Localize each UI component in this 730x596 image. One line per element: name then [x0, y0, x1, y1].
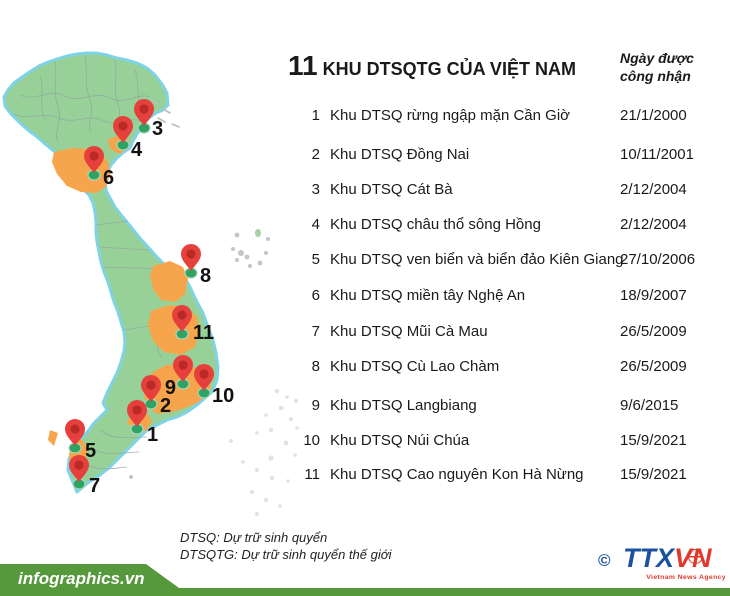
reserve-date: 10/11/2001: [620, 146, 694, 163]
map-pin-11: 11: [171, 304, 214, 344]
footnote-line-1: DTSQ: Dự trữ sinh quyển: [180, 530, 328, 545]
pin-label-8: 8: [200, 265, 211, 287]
reserve-name: Khu DTSQ Đồng Nai: [330, 146, 470, 163]
reserve-name: Khu DTSQ rừng ngập mặn Cần Giờ: [330, 107, 570, 124]
reserve-number: 11: [304, 466, 320, 483]
reserve-name: Khu DTSQ Mũi Cà Mau: [330, 323, 488, 340]
page-title: 11 KHU DTSQTG CỦA VIỆT NAM: [288, 50, 576, 82]
globe-icon: [688, 549, 703, 564]
map-pin-10: 10: [193, 363, 234, 407]
reserve-number: 3: [311, 181, 320, 198]
map-pin-1: 1: [126, 399, 158, 446]
map-pin-9: 9: [165, 354, 194, 399]
reserve-date: 9/6/2015: [620, 397, 679, 414]
reserve-row: 11 Khu DTSQ Cao nguyên Kon Hà Nừng 15/9/…: [0, 466, 730, 484]
reserve-date: 21/1/2000: [620, 107, 687, 124]
province-borders: [13, 55, 171, 470]
footnote: DTSQ: Dự trữ sinh quyển DTSQTG: Dự trữ s…: [180, 529, 391, 563]
reserve-date: 2/12/2004: [620, 216, 687, 233]
pin-label-10: 10: [212, 385, 234, 407]
reserve-row: 2 Khu DTSQ Đồng Nai 10/11/2001: [0, 146, 730, 164]
reserve-row: 9 Khu DTSQ Langbiang 9/6/2015: [0, 397, 730, 415]
reserve-name: Khu DTSQ ven biển và biển đảo Kiên Giang: [330, 251, 624, 268]
agency-abbr: TTXVN: [623, 543, 712, 574]
reserve-name: Khu DTSQ Cao nguyên Kon Hà Nừng: [330, 466, 584, 483]
ttxvn-logo: © TTXVN Vietnam News Agency: [596, 543, 730, 588]
pin-label-6: 6: [103, 167, 114, 189]
agency-abbr-ttx: TTX: [623, 543, 674, 573]
pin-label-2: 2: [160, 395, 171, 417]
region-quang-nam: [150, 261, 188, 302]
reserve-date: 18/9/2007: [620, 287, 687, 304]
reserve-number: 8: [311, 358, 320, 375]
map-pin-7: 7: [68, 454, 100, 497]
reserve-number: 9: [311, 397, 320, 414]
reserve-number: 7: [311, 323, 320, 340]
reserve-number: 2: [311, 146, 320, 163]
pin-label-7: 7: [89, 475, 100, 497]
reserve-row: 7 Khu DTSQ Mũi Cà Mau 26/5/2009: [0, 323, 730, 341]
reserve-number: 1: [311, 107, 320, 124]
title-count: 11: [288, 50, 318, 81]
reserve-date: 15/9/2021: [620, 432, 687, 449]
map-pin-8: 8: [180, 243, 211, 287]
spratly-islands: [229, 388, 299, 516]
footnote-line-2: DTSQTG: Dự trữ sinh quyển thế giới: [180, 547, 392, 563]
footer-banner: infographics.vn: [0, 564, 190, 596]
region-phu-quoc: [48, 430, 58, 446]
reserve-row: 4 Khu DTSQ châu thổ sông Hồng 2/12/2004: [0, 216, 730, 234]
reserve-number: 4: [311, 216, 320, 233]
agency-name: Vietnam News Agency: [646, 574, 726, 581]
reserve-row: 6 Khu DTSQ miền tây Nghệ An 18/9/2007: [0, 287, 730, 305]
pin-label-11: 11: [193, 322, 214, 344]
reserve-name: Khu DTSQ Langbiang: [330, 397, 477, 414]
map-pin-5: 5: [64, 418, 96, 462]
reserve-row: 5 Khu DTSQ ven biển và biển đảo Kiên Gia…: [0, 251, 730, 269]
reserve-number: 10: [303, 432, 320, 449]
reserve-date: 15/9/2021: [620, 466, 687, 483]
reserve-name: Khu DTSQ Núi Chúa: [330, 432, 470, 449]
reserve-name: Khu DTSQ châu thổ sông Hồng: [330, 216, 541, 233]
reserve-number: 6: [311, 287, 320, 304]
reserve-date: 26/5/2009: [620, 323, 687, 340]
reserve-date: 27/10/2006: [620, 251, 696, 268]
pin-label-9: 9: [165, 377, 176, 399]
date-column-header: Ngày được công nhận: [620, 50, 694, 84]
pin-label-1: 1: [147, 424, 158, 446]
reserve-row: 1 Khu DTSQ rừng ngập mặn Cần Giờ 21/1/20…: [0, 107, 730, 125]
map-pin-2: 2: [140, 374, 171, 417]
reserve-date: 2/12/2004: [620, 181, 687, 198]
reserve-name: Khu DTSQ Cù Lao Chàm: [330, 358, 500, 375]
paracel-islands: [231, 229, 270, 268]
reserve-name: Khu DTSQ Cát Bà: [330, 181, 453, 198]
reserve-number: 5: [311, 251, 320, 268]
pin-label-5: 5: [85, 440, 96, 462]
vietnam-map: 3 4 6 8 11 9 10 2 1 5 7: [2, 51, 299, 516]
map-pin-4: 4: [112, 115, 143, 161]
coastal-islets: [129, 100, 180, 479]
map-pin-3: 3: [133, 98, 163, 140]
agency-abbr-vn: VN: [674, 543, 712, 573]
reserve-row: 8 Khu DTSQ Cù Lao Chàm 26/5/2009: [0, 358, 730, 376]
reserve-date: 26/5/2009: [620, 358, 687, 375]
map-pin-6: 6: [83, 145, 114, 189]
reserve-row: 3 Khu DTSQ Cát Bà 2/12/2004: [0, 181, 730, 199]
website-label: infographics.vn: [18, 569, 145, 588]
reserve-name: Khu DTSQ miền tây Nghệ An: [330, 287, 526, 304]
region-lam-dong-ninh-thuan: [144, 364, 211, 414]
title-text: KHU DTSQTG CỦA VIỆT NAM: [322, 59, 576, 79]
footer-strip: [0, 588, 730, 596]
pin-label-4: 4: [131, 139, 143, 161]
reserve-row: 10 Khu DTSQ Núi Chúa 15/9/2021: [0, 432, 730, 450]
pin-label-3: 3: [152, 118, 163, 140]
copyright-icon: ©: [598, 551, 611, 570]
